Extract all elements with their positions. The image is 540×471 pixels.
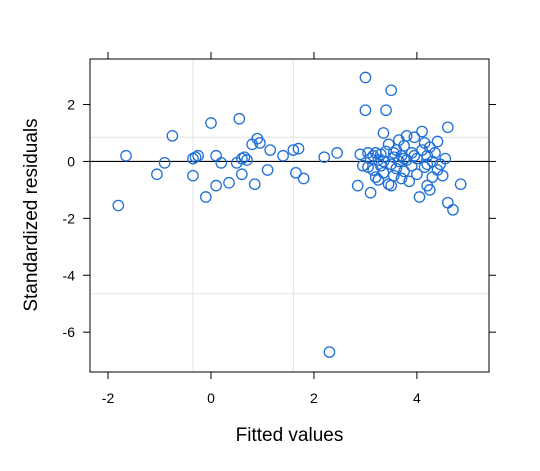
data-point [364,186,377,199]
data-point [377,127,390,139]
data-point [223,176,235,189]
data-point [372,174,385,186]
x-tick-label: 2 [310,390,318,406]
data-point [292,142,305,155]
data-point [421,158,434,171]
data-point [351,179,364,192]
data-point [429,147,441,159]
x-tick-label: 4 [413,390,421,406]
y-tick-label: 0 [67,153,75,169]
data-point [359,104,372,117]
data-point [441,196,454,209]
data-point [238,151,251,164]
data-point [413,191,426,203]
data-point [297,172,310,185]
data-point [277,149,289,162]
data-point [362,147,374,159]
data-point [423,184,436,196]
data-point [210,179,222,192]
x-tick-label: 0 [207,390,215,406]
data-point [354,148,367,161]
data-point [395,172,408,185]
data-point [385,84,398,97]
data-point [192,149,204,162]
data-point [233,112,246,125]
data-point [359,71,372,84]
data-point [290,166,302,179]
data-point [426,171,439,183]
data-point [120,149,132,162]
data-point [254,137,266,149]
data-point [199,191,212,203]
data-point [431,135,444,148]
data-point [454,178,467,191]
y-tick-label: 2 [67,97,75,113]
data-point [369,171,382,183]
data-point [187,169,199,182]
data-point [434,158,446,171]
data-point [387,169,400,182]
y-axis-title: Standardized residuals [21,118,42,311]
plot-frame [89,58,490,373]
data-point [436,169,449,182]
data-point [382,138,395,151]
data-point [380,104,392,117]
data-point [377,166,390,179]
data-point [236,168,248,181]
data-point [166,129,179,142]
data-point [323,346,336,358]
data-point [416,125,428,138]
data-point [264,144,277,156]
data-point [418,161,431,173]
data-point [400,129,413,142]
data-point [398,165,410,178]
data-points [112,71,467,358]
data-point [205,117,217,129]
data-point [408,149,421,162]
data-point [331,147,343,159]
data-point [241,154,253,166]
data-point [210,149,222,162]
y-tick-label: -6 [63,324,76,340]
data-point [261,164,274,176]
data-point [151,168,163,181]
data-point [403,175,416,188]
data-point [447,203,459,216]
y-tick-label: -2 [63,210,76,226]
y-tick-label: -4 [63,267,76,283]
axis-ticks: -2 0 2 4 -6 -4 -2 0 2 [63,52,496,406]
x-axis-title: Fitted values [236,425,344,446]
data-point [441,121,454,134]
grid-lines [90,59,489,372]
data-point [390,162,403,175]
data-point [112,199,125,212]
data-point [287,144,300,156]
data-point [377,155,390,168]
data-point [215,157,228,169]
data-point [318,151,331,164]
data-point [408,131,421,144]
data-point [387,147,400,159]
data-point [158,157,171,169]
data-point [411,168,423,181]
data-point [357,159,369,172]
data-point [248,178,261,191]
x-tick-label: -2 [102,390,115,406]
